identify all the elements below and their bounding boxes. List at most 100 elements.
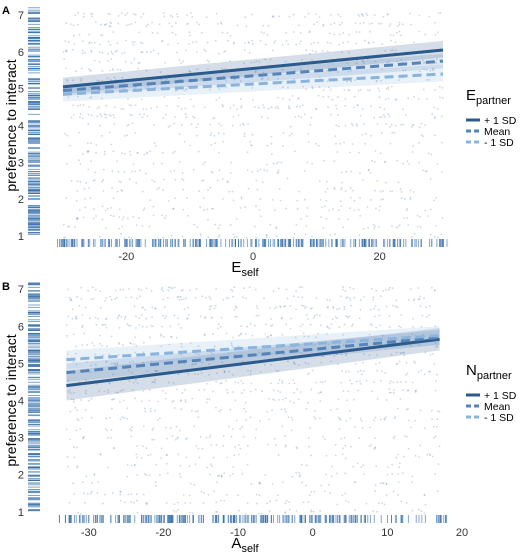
scatter-point (262, 24, 265, 27)
scatter-point (270, 318, 273, 320)
scatter-point (65, 324, 68, 326)
scatter-point (361, 373, 363, 376)
scatter-point (193, 117, 196, 119)
scatter-point (419, 305, 422, 308)
scatter-point (337, 416, 340, 419)
scatter-point (431, 353, 434, 355)
scatter-point (303, 307, 306, 309)
scatter-point (143, 207, 146, 210)
scatter-point (122, 288, 125, 291)
scatter-point (253, 61, 256, 64)
scatter-point (119, 418, 122, 421)
scatter-point (336, 317, 339, 320)
scatter-point (370, 443, 373, 446)
scatter-point (152, 205, 155, 208)
scatter-point (267, 24, 270, 27)
scatter-point (429, 454, 432, 457)
scatter-point (285, 500, 288, 502)
scatter-point (208, 363, 210, 365)
scatter-point (369, 308, 372, 311)
scatter-point (119, 69, 122, 72)
scatter-point (234, 399, 237, 402)
scatter-point (320, 391, 323, 394)
scatter-point (228, 425, 230, 428)
scatter-point (99, 113, 102, 115)
scatter-point (137, 62, 140, 65)
scatter-point (183, 141, 186, 143)
scatter-point (376, 510, 378, 513)
scatter-point (228, 190, 231, 193)
scatter-point (213, 134, 216, 137)
series-line-1 (62, 59, 444, 93)
scatter-point (195, 288, 198, 290)
scatter-point (134, 351, 137, 354)
scatter-point (324, 345, 327, 347)
scatter-point (363, 122, 365, 125)
scatter-point (311, 369, 314, 372)
scatter-point (196, 51, 198, 53)
scatter-point (357, 389, 359, 392)
scatter-point (231, 373, 234, 376)
y-tick-label: 2 (18, 470, 24, 482)
scatter-point (244, 206, 247, 209)
scatter-point (289, 305, 292, 307)
scatter-point (154, 370, 157, 373)
scatter-point (273, 437, 276, 440)
scatter-point (189, 511, 192, 514)
scatter-point (232, 428, 234, 430)
scatter-point (198, 23, 201, 26)
scatter-point (193, 483, 196, 486)
scatter-point (218, 474, 220, 477)
scatter-point (197, 150, 200, 153)
scatter-point (188, 313, 190, 316)
scatter-point (229, 60, 232, 62)
y-tick-label: 7 (18, 284, 24, 296)
scatter-point (402, 123, 405, 126)
scatter-point (118, 341, 120, 344)
scatter-point (87, 289, 89, 292)
scatter-point (389, 49, 392, 52)
scatter-point (293, 401, 295, 404)
scatter-point (78, 304, 81, 307)
scatter-point (66, 134, 69, 137)
scatter-point (161, 151, 164, 154)
scatter-point (167, 126, 170, 128)
scatter-point (264, 364, 266, 366)
scatter-point (359, 114, 362, 117)
scatter-point (105, 297, 108, 299)
scatter-point (201, 179, 203, 182)
scatter-point (367, 41, 370, 44)
scatter-point (300, 351, 302, 354)
scatter-point (162, 189, 165, 192)
scatter-point (229, 223, 232, 226)
scatter-point (405, 361, 408, 364)
scatter-point (146, 370, 149, 373)
scatter-point (424, 209, 427, 212)
scatter-point (306, 207, 309, 209)
scatter-point (311, 87, 314, 90)
scatter-point (70, 299, 73, 302)
scatter-point (251, 334, 254, 337)
scatter-point (208, 373, 211, 376)
scatter-point (112, 447, 115, 449)
scatter-point (260, 78, 263, 81)
scatter-point (199, 234, 202, 237)
scatter-point (78, 159, 80, 162)
scatter-point (352, 465, 355, 468)
scatter-point (256, 170, 259, 172)
x-rug (57, 239, 448, 247)
scatter-point (238, 509, 241, 512)
scatter-point (69, 438, 72, 441)
scatter-point (314, 343, 316, 346)
scatter-point (286, 297, 289, 300)
scatter-point (258, 494, 261, 497)
scatter-point (253, 324, 256, 327)
scatter-point (105, 116, 107, 119)
scatter-point (375, 79, 378, 82)
scatter-point (346, 399, 349, 402)
scatter-point (194, 363, 197, 366)
scatter-point (353, 481, 356, 483)
scatter-point (420, 325, 423, 328)
scatter-point (352, 287, 355, 290)
